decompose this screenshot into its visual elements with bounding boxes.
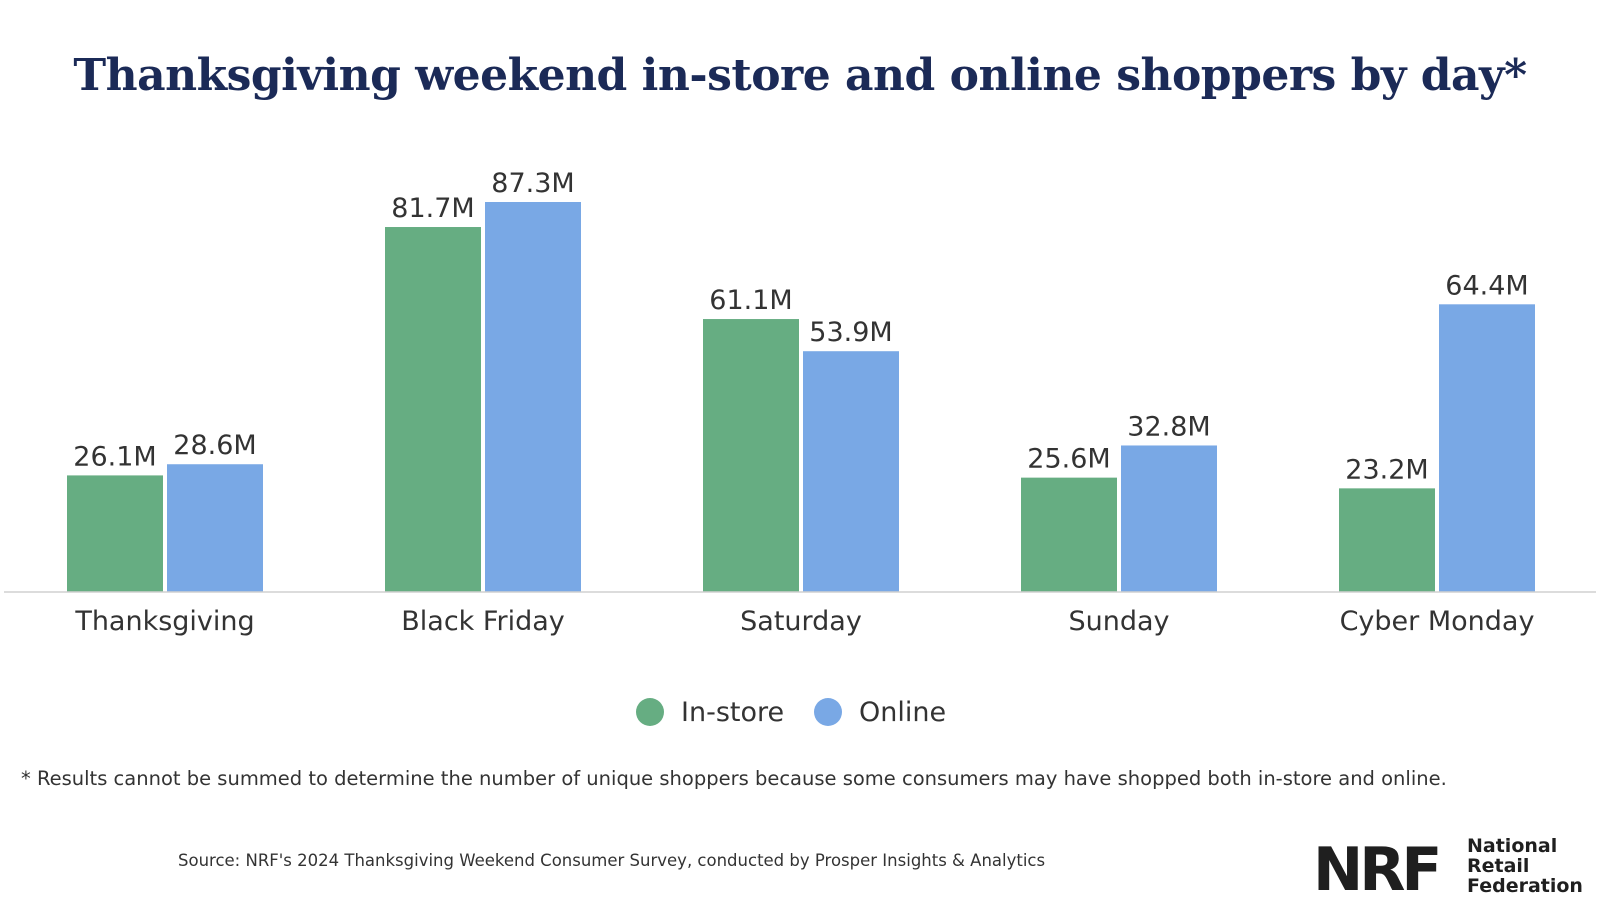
data-label-in-store-thanksgiving: 26.1M bbox=[73, 441, 156, 472]
bar-in-store-thanksgiving bbox=[67, 475, 163, 592]
category-label-saturday: Saturday bbox=[740, 606, 862, 637]
category-labels: Thanksgiving Black Friday Saturday Sunday Cy… bbox=[74, 606, 1534, 637]
nrf-logo: NRF National Retail Federation bbox=[1313, 835, 1583, 905]
source-note: Source: NRF's 2024 Thanksgiving Weekend … bbox=[178, 851, 1045, 870]
data-label-online-cyber-monday: 64.4M bbox=[1445, 270, 1528, 301]
logo-word-national: National bbox=[1467, 835, 1557, 857]
data-label-in-store-black-friday: 81.7M bbox=[391, 193, 474, 224]
bar-online-sunday bbox=[1121, 445, 1217, 592]
category-label-black-friday: Black Friday bbox=[401, 606, 564, 637]
chart-title: Thanksgiving weekend in-store and online… bbox=[73, 50, 1527, 101]
bar-in-store-sunday bbox=[1021, 477, 1117, 592]
legend: In-store Online bbox=[636, 697, 946, 728]
data-label-in-store-sunday: 25.6M bbox=[1027, 444, 1110, 475]
logo-word-federation: Federation bbox=[1467, 875, 1583, 897]
legend-marker-online bbox=[814, 698, 842, 726]
legend-label-online: Online bbox=[859, 697, 946, 728]
data-label-online-saturday: 53.9M bbox=[809, 317, 892, 348]
bars-layer: 26.1M 28.6M 81.7M 87.3M 61.1M 53.9M 25.6M 32.8M… bbox=[67, 168, 1535, 592]
footnote: * Results cannot be summed to determine … bbox=[21, 767, 1447, 790]
data-label-in-store-saturday: 61.1M bbox=[709, 285, 792, 316]
bar-online-thanksgiving bbox=[167, 464, 263, 592]
data-label-online-thanksgiving: 28.6M bbox=[173, 430, 256, 461]
category-label-cyber-monday: Cyber Monday bbox=[1340, 606, 1535, 637]
category-label-thanksgiving: Thanksgiving bbox=[74, 606, 254, 637]
bar-online-saturday bbox=[803, 351, 899, 592]
data-label-online-sunday: 32.8M bbox=[1127, 411, 1210, 442]
bar-online-cyber-monday bbox=[1439, 304, 1535, 592]
bar-online-black-friday bbox=[485, 202, 581, 592]
bar-in-store-cyber-monday bbox=[1339, 488, 1435, 592]
logo-word-retail: Retail bbox=[1467, 855, 1529, 877]
legend-label-in-store: In-store bbox=[681, 697, 784, 728]
data-label-online-black-friday: 87.3M bbox=[491, 168, 574, 199]
bar-in-store-black-friday bbox=[385, 227, 481, 592]
legend-marker-in-store bbox=[636, 698, 664, 726]
category-label-sunday: Sunday bbox=[1068, 606, 1169, 637]
bar-in-store-saturday bbox=[703, 319, 799, 592]
logo-mark: NRF bbox=[1313, 835, 1438, 905]
data-label-in-store-cyber-monday: 23.2M bbox=[1345, 454, 1428, 485]
